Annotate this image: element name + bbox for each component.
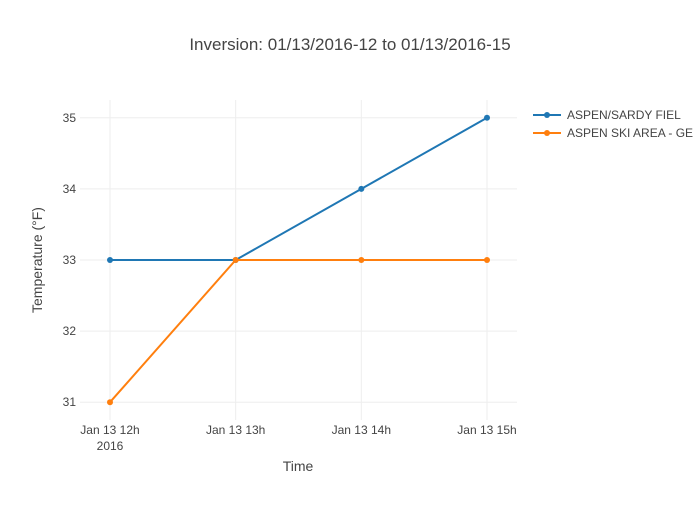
series-layer: [107, 114, 490, 406]
data-point[interactable]: [484, 114, 490, 121]
chart-title: Inversion: 01/13/2016-12 to 01/13/2016-1…: [189, 35, 510, 54]
x-tick-label: Jan 13 15h: [457, 423, 516, 437]
data-point[interactable]: [107, 257, 113, 263]
legend-item[interactable]: ASPEN SKI AREA - GE: [533, 126, 693, 140]
y-tick-label: 31: [63, 395, 77, 409]
legend-label: ASPEN SKI AREA - GE: [567, 126, 693, 140]
legend-label: ASPEN/SARDY FIEL: [567, 108, 681, 122]
series-line: [110, 116, 488, 261]
data-point[interactable]: [358, 257, 365, 263]
legend-item[interactable]: ASPEN/SARDY FIEL: [533, 108, 681, 122]
y-tick-label: 34: [63, 182, 77, 196]
x-axis-title: Time: [283, 458, 314, 474]
x-tick-label: Jan 13 13h: [206, 423, 265, 437]
y-axis-title: Temperature (°F): [29, 207, 45, 313]
legend-swatch-marker: [544, 130, 550, 136]
data-point[interactable]: [232, 257, 239, 263]
data-point[interactable]: [107, 399, 113, 406]
data-point[interactable]: [358, 185, 365, 192]
x-tick-label: Jan 13 14h: [332, 423, 391, 437]
series-line: [109, 259, 487, 403]
x-tick-sublabel: 2016: [97, 439, 124, 453]
y-tick-label: 33: [63, 253, 77, 267]
axis-layer: 31 32 33 34 35 Jan 13 12h 2016 Jan 13 13h Jan 13…: [63, 111, 517, 453]
y-tick-label: 35: [63, 111, 77, 125]
series-group: [107, 257, 490, 406]
y-tick-label: 32: [63, 324, 77, 338]
legend-swatch-marker: [544, 112, 550, 118]
legend: ASPEN/SARDY FIEL ASPEN SKI AREA - GE: [533, 108, 693, 140]
data-point[interactable]: [484, 257, 490, 263]
x-tick-label: Jan 13 12h: [80, 423, 139, 437]
